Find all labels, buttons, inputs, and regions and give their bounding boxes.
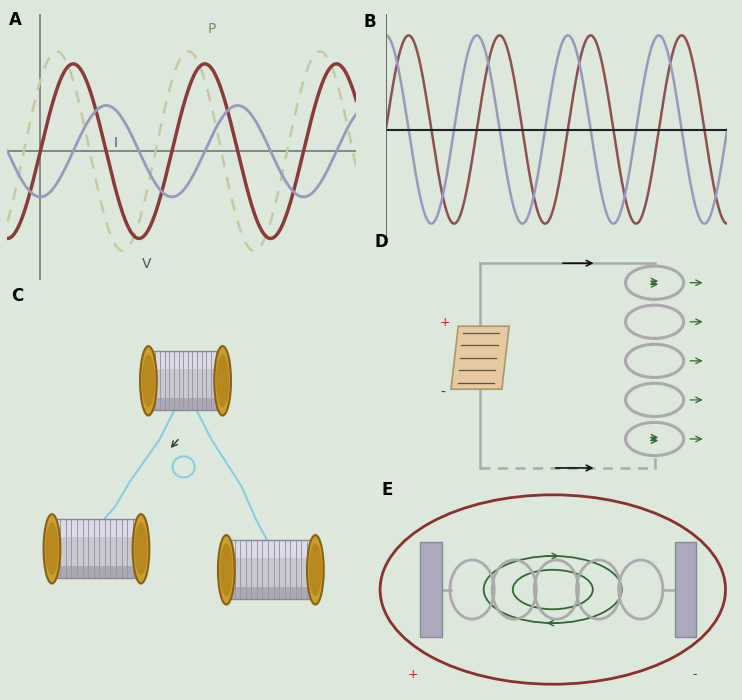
Text: +: + bbox=[440, 316, 450, 329]
Bar bbox=[148, 351, 223, 369]
Ellipse shape bbox=[309, 543, 322, 596]
Bar bbox=[52, 519, 141, 578]
Text: I: I bbox=[114, 136, 118, 150]
Bar bbox=[148, 351, 223, 410]
Bar bbox=[52, 519, 141, 537]
Bar bbox=[52, 519, 141, 578]
Text: C: C bbox=[11, 287, 24, 305]
Text: V: V bbox=[142, 256, 152, 270]
Text: P: P bbox=[208, 22, 217, 36]
Bar bbox=[226, 540, 315, 599]
Bar bbox=[226, 587, 315, 599]
Text: +: + bbox=[407, 668, 418, 681]
Ellipse shape bbox=[142, 354, 155, 407]
Text: B: B bbox=[363, 13, 375, 31]
Ellipse shape bbox=[214, 346, 231, 416]
Text: -: - bbox=[440, 386, 445, 400]
Text: D: D bbox=[375, 234, 388, 251]
Polygon shape bbox=[420, 542, 442, 637]
Text: -: - bbox=[693, 668, 697, 681]
Polygon shape bbox=[451, 326, 509, 389]
Bar bbox=[148, 398, 223, 410]
Bar bbox=[52, 566, 141, 578]
Polygon shape bbox=[674, 542, 697, 637]
Text: E: E bbox=[382, 481, 393, 499]
Ellipse shape bbox=[220, 543, 233, 596]
Ellipse shape bbox=[307, 535, 324, 605]
Ellipse shape bbox=[45, 522, 59, 575]
Ellipse shape bbox=[216, 354, 229, 407]
Bar bbox=[226, 540, 315, 558]
Bar bbox=[148, 351, 223, 410]
Bar bbox=[226, 540, 315, 599]
Text: A: A bbox=[9, 10, 22, 29]
Ellipse shape bbox=[134, 522, 148, 575]
Ellipse shape bbox=[218, 535, 234, 605]
Ellipse shape bbox=[140, 346, 157, 416]
Ellipse shape bbox=[133, 514, 149, 584]
Ellipse shape bbox=[44, 514, 60, 584]
